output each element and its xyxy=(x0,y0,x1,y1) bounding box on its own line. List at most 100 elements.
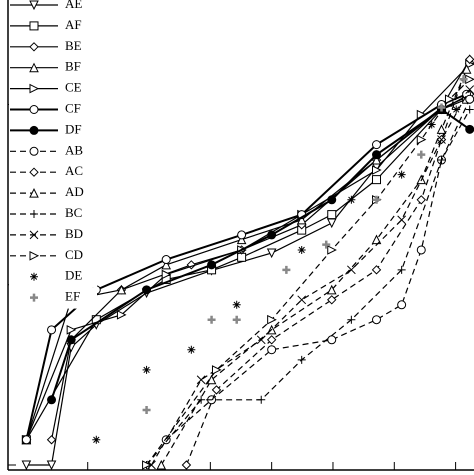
marker xyxy=(161,435,171,445)
legend-label: BC xyxy=(65,205,82,220)
legend-bg xyxy=(9,0,97,16)
legend-label: AD xyxy=(65,184,84,199)
series-line xyxy=(146,78,471,466)
marker xyxy=(29,0,39,11)
marker xyxy=(282,265,291,274)
marker xyxy=(372,315,382,325)
marker xyxy=(47,395,57,405)
marker xyxy=(211,385,222,395)
marker xyxy=(142,365,151,374)
marker xyxy=(207,260,217,270)
marker xyxy=(236,234,247,245)
marker xyxy=(29,250,40,261)
marker xyxy=(461,64,472,74)
marker xyxy=(196,375,206,385)
legend-label: BF xyxy=(65,59,81,74)
marker xyxy=(232,315,241,324)
marker xyxy=(327,245,337,255)
marker xyxy=(371,154,382,165)
legend-label: DF xyxy=(65,121,82,136)
marker xyxy=(459,75,468,84)
marker xyxy=(372,140,382,150)
marker xyxy=(465,105,474,114)
legend-bg xyxy=(9,287,97,309)
marker xyxy=(327,195,337,205)
marker xyxy=(21,460,32,471)
marker xyxy=(161,255,171,265)
legend-label: EF xyxy=(65,289,80,304)
marker xyxy=(29,83,40,94)
marker xyxy=(372,195,381,204)
marker xyxy=(296,214,307,225)
legend-label: AE xyxy=(65,0,82,11)
legend-label: CF xyxy=(65,100,81,115)
marker xyxy=(30,210,38,218)
marker xyxy=(116,284,127,295)
marker xyxy=(30,293,38,302)
marker xyxy=(297,355,306,364)
marker xyxy=(371,265,382,275)
marker xyxy=(417,150,426,159)
marker xyxy=(187,345,196,354)
marker xyxy=(29,167,39,177)
marker xyxy=(452,105,461,114)
marker xyxy=(47,325,57,335)
marker xyxy=(397,170,406,179)
marker xyxy=(267,314,277,325)
marker xyxy=(397,300,407,310)
marker xyxy=(437,135,446,144)
legend-label: AC xyxy=(65,163,83,178)
marker xyxy=(29,21,39,31)
marker xyxy=(427,120,436,129)
marker xyxy=(161,269,172,280)
marker xyxy=(322,240,331,249)
marker xyxy=(207,315,216,324)
marker xyxy=(256,335,266,345)
marker xyxy=(347,195,356,204)
marker xyxy=(266,248,277,259)
marker xyxy=(92,435,101,444)
legend-label: CE xyxy=(65,80,82,95)
marker xyxy=(237,230,247,240)
marker xyxy=(347,315,356,324)
marker xyxy=(371,234,382,245)
marker xyxy=(372,150,382,160)
marker xyxy=(66,335,76,345)
legend-bg xyxy=(9,266,97,288)
marker xyxy=(197,395,206,404)
legend-label: DE xyxy=(65,268,82,283)
marker xyxy=(416,245,426,255)
legend-label: BD xyxy=(65,226,83,241)
marker xyxy=(142,460,152,470)
marker xyxy=(29,187,39,198)
marker xyxy=(29,146,39,156)
marker xyxy=(297,245,306,254)
marker xyxy=(46,435,57,445)
legend-label: AB xyxy=(65,142,83,157)
marker xyxy=(347,265,356,275)
marker xyxy=(397,215,407,225)
marker xyxy=(161,259,172,270)
marker xyxy=(465,94,474,104)
marker xyxy=(465,124,474,134)
series-line xyxy=(146,109,471,466)
marker xyxy=(326,218,337,229)
marker xyxy=(397,265,406,274)
marker xyxy=(444,94,455,105)
marker xyxy=(465,54,474,65)
marker xyxy=(21,435,31,445)
marker xyxy=(436,124,447,134)
marker xyxy=(29,42,39,52)
marker xyxy=(416,195,426,205)
marker xyxy=(46,460,57,471)
marker xyxy=(29,62,39,73)
marker xyxy=(156,459,167,470)
marker xyxy=(142,285,152,295)
marker xyxy=(267,345,277,355)
marker xyxy=(66,325,77,335)
marker xyxy=(29,230,39,240)
marker xyxy=(327,335,337,345)
series-line xyxy=(160,68,468,466)
legend-label: AF xyxy=(65,17,82,32)
